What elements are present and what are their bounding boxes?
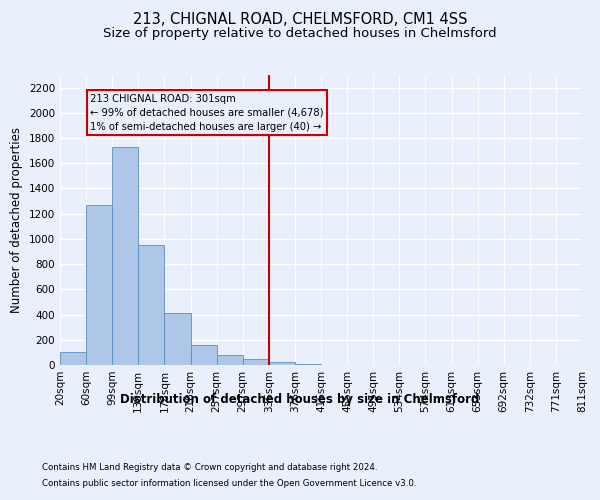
Bar — [217, 355, 243, 365]
Text: 213, CHIGNAL ROAD, CHELMSFORD, CM1 4SS: 213, CHIGNAL ROAD, CHELMSFORD, CM1 4SS — [133, 12, 467, 28]
Bar — [112, 147, 139, 365]
Bar — [295, 364, 321, 365]
Text: Distribution of detached houses by size in Chelmsford: Distribution of detached houses by size … — [121, 392, 479, 406]
Text: Contains public sector information licensed under the Open Government Licence v3: Contains public sector information licen… — [42, 479, 416, 488]
Bar — [191, 346, 217, 365]
Bar — [139, 245, 164, 365]
Text: Contains HM Land Registry data © Crown copyright and database right 2024.: Contains HM Land Registry data © Crown c… — [42, 462, 377, 471]
Y-axis label: Number of detached properties: Number of detached properties — [10, 127, 23, 313]
Bar — [60, 352, 86, 365]
Bar — [164, 312, 191, 365]
Bar — [243, 360, 269, 365]
Bar — [269, 362, 295, 365]
Text: Size of property relative to detached houses in Chelmsford: Size of property relative to detached ho… — [103, 28, 497, 40]
Bar — [86, 205, 112, 365]
Text: 213 CHIGNAL ROAD: 301sqm
← 99% of detached houses are smaller (4,678)
1% of semi: 213 CHIGNAL ROAD: 301sqm ← 99% of detach… — [90, 94, 323, 132]
